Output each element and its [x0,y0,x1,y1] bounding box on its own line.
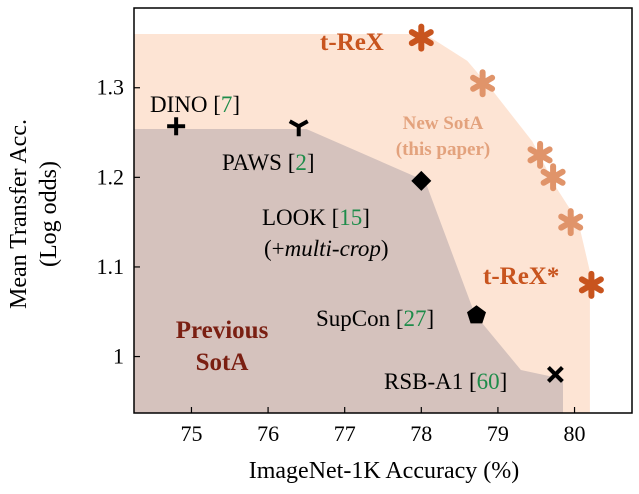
star-spoke [408,29,434,47]
look-note: (+multi-crop) [264,236,389,261]
t-rex-label: t-ReX [320,29,384,56]
data-marks [167,23,604,383]
y-tick-label: 1.2 [97,164,125,189]
look-label: LOOK [15] [262,205,370,230]
x-tick-label: 80 [564,421,586,446]
rsb-label: RSB-A1 [60] [384,369,507,394]
plot-frame [133,7,633,414]
star-spoke [578,276,604,294]
supcon-marker [467,305,486,324]
supcon-label: SupCon [27] [316,306,434,331]
star-spoke [558,213,584,231]
t-rex-point [540,163,566,192]
x-tick-label: 77 [334,421,356,446]
look-marker [411,170,432,191]
paws-label: PAWS [2] [222,150,315,175]
y-tick-label: 1.1 [97,254,125,279]
y-tick-label: 1.3 [97,75,125,100]
dino-label: DINO [7] [150,92,240,117]
tri-right [297,119,309,129]
t-rex-point [558,208,584,237]
dino-marker [167,117,186,136]
x-tick-label: 79 [487,421,509,446]
previous-sota-region [134,129,563,413]
star-spoke [540,168,566,186]
previous-sota-label-line1: Previous [176,317,269,344]
t-rex-point [470,69,496,98]
x-b [546,366,564,383]
axis-ticks: 75 76 77 78 79 80 1 1.1 1.2 1.3 [97,75,586,446]
tri-left [288,119,300,129]
star-spoke [470,74,496,92]
annotations: DINO [7] PAWS [2] LOOK [15] (+multi-crop) Su… [150,29,559,394]
y-axis-label-line2: (Log odds) [36,161,62,267]
y-tick-label: 1 [113,344,124,369]
t-rex-point [578,270,604,299]
y-axis-label-line1: Mean Transfer Acc. [6,119,32,309]
t-rex-point [408,23,434,52]
star-spoke [527,146,553,164]
x-axis-label: ImageNet-1K Accuracy (%) [249,458,520,484]
rsb-marker [546,366,564,383]
new-sota-label-line2: (this paper) [396,139,490,160]
t-rex-point [527,140,553,169]
x-tick-label: 78 [410,421,432,446]
x-tick-label: 75 [180,421,202,446]
x-tick-label: 76 [257,421,279,446]
paws-marker [288,119,309,137]
previous-sota-label-line2: SotA [196,349,249,376]
new-sota-label-line1: New SotA [403,113,484,134]
t-rex-star-label: t-ReX* [483,263,559,290]
